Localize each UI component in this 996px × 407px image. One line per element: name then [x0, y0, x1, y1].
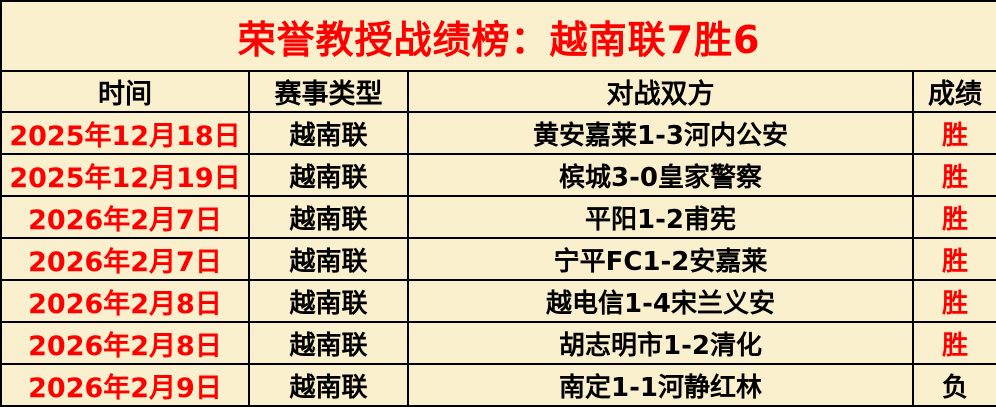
match-teams: 胡志明市1-2清化 [407, 321, 914, 365]
match-league: 越南联 [248, 111, 409, 155]
match-league: 越南联 [248, 363, 409, 407]
table-row: 2026年2月8日 越南联 越电信1-4宋兰义安 胜 [0, 279, 996, 323]
table-row: 2026年2月9日 越南联 南定1-1河静红林 负 [0, 363, 996, 407]
table-header-row: 时间 赛事类型 对战双方 成绩 [0, 70, 996, 113]
match-league: 越南联 [248, 195, 409, 239]
match-teams: 黄安嘉莱1-3河内公安 [407, 111, 914, 155]
match-league: 越南联 [248, 279, 409, 323]
column-header-result: 成绩 [911, 70, 996, 113]
table-row: 2025年12月18日 越南联 黄安嘉莱1-3河内公安 胜 [0, 111, 996, 155]
title-row: 荣誉教授战绩榜：越南联7胜6 [0, 0, 996, 72]
match-date: 2026年2月8日 [0, 279, 250, 323]
match-date: 2026年2月7日 [0, 195, 250, 239]
match-league: 越南联 [248, 237, 409, 281]
table-row: 2025年12月19日 越南联 槟城3-0皇家警察 胜 [0, 153, 996, 197]
match-result: 胜 [911, 153, 996, 197]
match-result: 负 [911, 363, 996, 407]
match-league: 越南联 [248, 321, 409, 365]
column-header-time: 时间 [0, 70, 250, 113]
match-result: 胜 [911, 279, 996, 323]
match-result: 胜 [911, 321, 996, 365]
match-teams: 南定1-1河静红林 [407, 363, 914, 407]
match-result: 胜 [911, 195, 996, 239]
match-date: 2026年2月7日 [0, 237, 250, 281]
match-result: 胜 [911, 237, 996, 281]
match-teams: 平阳1-2甫宪 [407, 195, 914, 239]
match-teams: 槟城3-0皇家警察 [407, 153, 914, 197]
match-teams: 越电信1-4宋兰义安 [407, 279, 914, 323]
table-row: 2026年2月8日 越南联 胡志明市1-2清化 胜 [0, 321, 996, 365]
match-date: 2025年12月18日 [0, 111, 250, 155]
page-title: 荣誉教授战绩榜：越南联7胜6 [0, 0, 996, 72]
match-league: 越南联 [248, 153, 409, 197]
column-header-matchup: 对战双方 [407, 70, 914, 113]
match-date: 2026年2月9日 [0, 363, 250, 407]
table-row: 2026年2月7日 越南联 宁平FC1-2安嘉莱 胜 [0, 237, 996, 281]
column-header-league: 赛事类型 [248, 70, 409, 113]
match-teams: 宁平FC1-2安嘉莱 [407, 237, 914, 281]
match-date: 2025年12月19日 [0, 153, 250, 197]
match-result: 胜 [911, 111, 996, 155]
match-date: 2026年2月8日 [0, 321, 250, 365]
table-row: 2026年2月7日 越南联 平阳1-2甫宪 胜 [0, 195, 996, 239]
